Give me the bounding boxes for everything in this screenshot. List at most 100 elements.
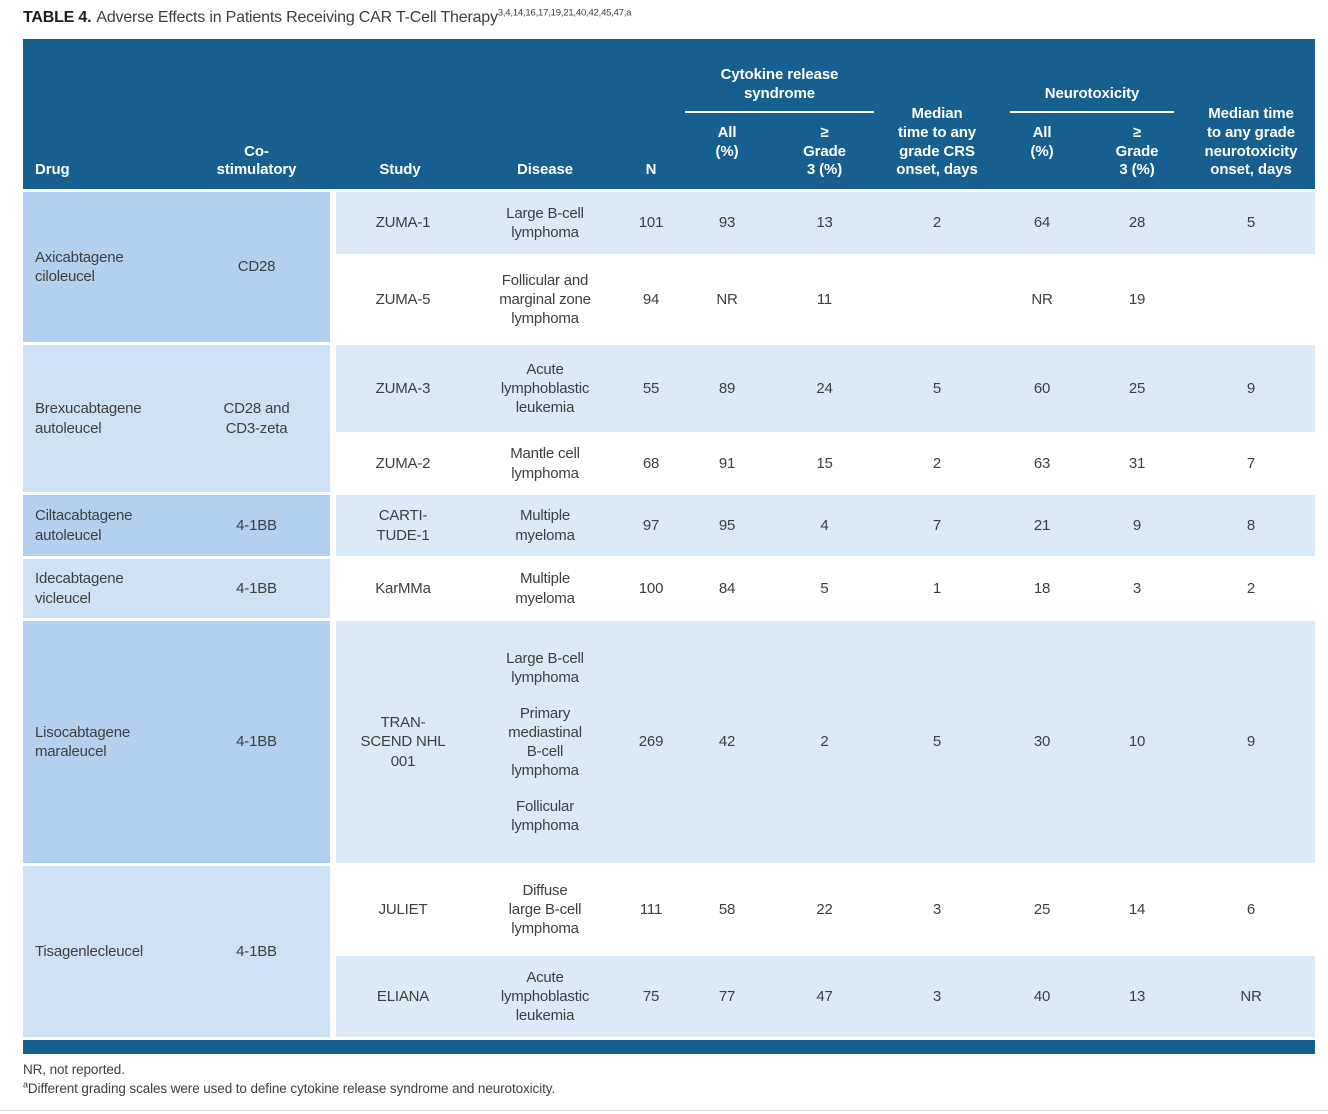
cell-crs-all: 77: [682, 953, 772, 1037]
cell-crs-all: 91: [682, 432, 772, 492]
disease-item: Primary mediastinal B-cell lymphoma: [508, 704, 582, 780]
cell-neuro-grade3: 13: [1087, 953, 1187, 1037]
cell-crs-median: 7: [877, 492, 997, 556]
cell-neuro-all: 40: [997, 953, 1087, 1037]
cell-n: 269: [620, 618, 682, 863]
row-cartitude-1: Ciltacabtagene autoleucel 4-1BB CARTI- T…: [23, 492, 1315, 556]
cell-costimulatory: 4-1BB: [183, 492, 330, 556]
disease-item: Large B-cell lymphoma: [506, 649, 584, 686]
cell-crs-grade3: 5: [772, 556, 877, 618]
cell-disease: Acute lymphoblastic leukemia: [470, 342, 620, 432]
cell-drug: Idecabtagene vicleucel: [23, 556, 183, 618]
cell-neuro-grade3: 28: [1087, 189, 1187, 254]
col-group-neurotoxicity: Neurotoxicity All (%) ≥ Grade 3 (%): [997, 39, 1187, 189]
cell-disease: Large B-cell lymphoma: [470, 189, 620, 254]
cell-crs-median: 3: [877, 953, 997, 1037]
cell-disease-list: Large B-cell lymphoma Primary mediastina…: [470, 618, 620, 863]
cell-neuro-grade3: 19: [1087, 254, 1187, 342]
cell-study: ELIANA: [330, 953, 470, 1037]
cell-study: KarMMa: [330, 556, 470, 618]
cell-costimulatory: CD28 and CD3-zeta: [183, 342, 330, 492]
cell-costimulatory: 4-1BB: [183, 618, 330, 863]
cell-crs-median: 5: [877, 618, 997, 863]
col-header-neuro-grade3: ≥ Grade 3 (%): [1115, 123, 1159, 179]
cell-n: 111: [620, 863, 682, 953]
cell-study: ZUMA-5: [330, 254, 470, 342]
cell-neuro-grade3: 10: [1087, 618, 1187, 863]
cell-drug: Axicabtagene ciloleucel: [23, 189, 183, 342]
cell-crs-median: 1: [877, 556, 997, 618]
cell-drug: Lisocabtagene maraleucel: [23, 618, 183, 863]
cell-neuro-all: 25: [997, 863, 1087, 953]
cell-neuro-all: 21: [997, 492, 1087, 556]
cell-neuro-median: 8: [1187, 492, 1315, 556]
cell-crs-median: 2: [877, 432, 997, 492]
cell-n: 100: [620, 556, 682, 618]
cell-study: TRAN- SCEND NHL 001: [330, 618, 470, 863]
row-zuma-2: ZUMA-2 Mantle cell lymphoma 68 91 15 2 6…: [23, 432, 1315, 492]
footnote-nr: NR, not reported.: [23, 1062, 125, 1077]
cell-neuro-grade3: 14: [1087, 863, 1187, 953]
cell-neuro-grade3: 3: [1087, 556, 1187, 618]
col-header-disease: Disease: [470, 39, 620, 189]
cell-study: ZUMA-3: [330, 342, 470, 432]
disease-stack: Large B-cell lymphoma Primary mediastina…: [472, 649, 618, 835]
col-header-n: N: [620, 39, 682, 189]
col-header-costimulatory: Co- stimulatory: [183, 39, 330, 189]
cell-disease: Follicular and marginal zone lymphoma: [470, 254, 620, 342]
cell-neuro-median: [1187, 254, 1315, 342]
cell-crs-all: 89: [682, 342, 772, 432]
cell-neuro-grade3: 31: [1087, 432, 1187, 492]
cell-neuro-all: 18: [997, 556, 1087, 618]
cell-crs-grade3: 4: [772, 492, 877, 556]
cell-n: 94: [620, 254, 682, 342]
cell-study: ZUMA-2: [330, 432, 470, 492]
cell-crs-all: 42: [682, 618, 772, 863]
cell-crs-all: NR: [682, 254, 772, 342]
cell-neuro-median: 9: [1187, 618, 1315, 863]
cell-n: 97: [620, 492, 682, 556]
cell-drug: Ciltacabtagene autoleucel: [23, 492, 183, 556]
crs-group-wrap: Cytokine release syndrome All (%) ≥ Grad…: [682, 39, 877, 180]
neuro-subheaders: All (%) ≥ Grade 3 (%): [997, 124, 1187, 180]
row-transcend-nhl-001: Lisocabtagene maraleucel 4-1BB TRAN- SCE…: [23, 618, 1315, 863]
cell-costimulatory: CD28: [183, 189, 330, 342]
footnote-grading-text: Different grading scales were used to de…: [27, 1081, 556, 1097]
cell-crs-grade3: 11: [772, 254, 877, 342]
disease-item: Follicular lymphoma: [511, 798, 579, 835]
col-group-crs: Cytokine release syndrome All (%) ≥ Grad…: [682, 39, 877, 189]
table-header: Drug Co- stimulatory Study Disease N Cyt…: [23, 39, 1315, 189]
cell-crs-grade3: 47: [772, 953, 877, 1037]
cell-neuro-median: 2: [1187, 556, 1315, 618]
crs-underline: [685, 110, 874, 113]
cell-crs-grade3: 15: [772, 432, 877, 492]
cell-neuro-median: 6: [1187, 863, 1315, 953]
col-header-crs-median: Median time to any grade CRS onset, days: [877, 39, 997, 189]
cell-disease: Acute lymphoblastic leukemia: [470, 953, 620, 1037]
row-karmma: Idecabtagene vicleucel 4-1BB KarMMa Mult…: [23, 556, 1315, 618]
cell-neuro-median: 9: [1187, 342, 1315, 432]
table-title-text: Adverse Effects in Patients Receiving CA…: [96, 9, 498, 26]
adverse-effects-table: Drug Co- stimulatory Study Disease N Cyt…: [23, 39, 1315, 1037]
cell-crs-median: 3: [877, 863, 997, 953]
footnote-marker: a: [23, 1079, 28, 1090]
cell-crs-all: 84: [682, 556, 772, 618]
cell-neuro-all: 60: [997, 342, 1087, 432]
cell-neuro-grade3: 25: [1087, 342, 1187, 432]
cell-crs-grade3: 13: [772, 189, 877, 254]
col-header-neuro-group: Neurotoxicity: [1044, 85, 1140, 102]
neuro-underline: [1010, 110, 1174, 113]
table-title-label: TABLE 4.: [23, 9, 92, 26]
cell-disease: Multiple myeloma: [470, 556, 620, 618]
cell-study: CARTI- TUDE-1: [330, 492, 470, 556]
cell-drug: Tisagenlecleucel: [23, 863, 183, 1037]
cell-neuro-grade3: 9: [1087, 492, 1187, 556]
cell-study: ZUMA-1: [330, 189, 470, 254]
row-zuma-5: ZUMA-5 Follicular and marginal zone lymp…: [23, 254, 1315, 342]
cell-study: JULIET: [330, 863, 470, 953]
cell-n: 75: [620, 953, 682, 1037]
cell-crs-grade3: 22: [772, 863, 877, 953]
row-juliet: Tisagenlecleucel 4-1BB JULIET Diffuse la…: [23, 863, 1315, 1037]
col-header-crs-group: Cytokine release syndrome: [720, 66, 839, 102]
